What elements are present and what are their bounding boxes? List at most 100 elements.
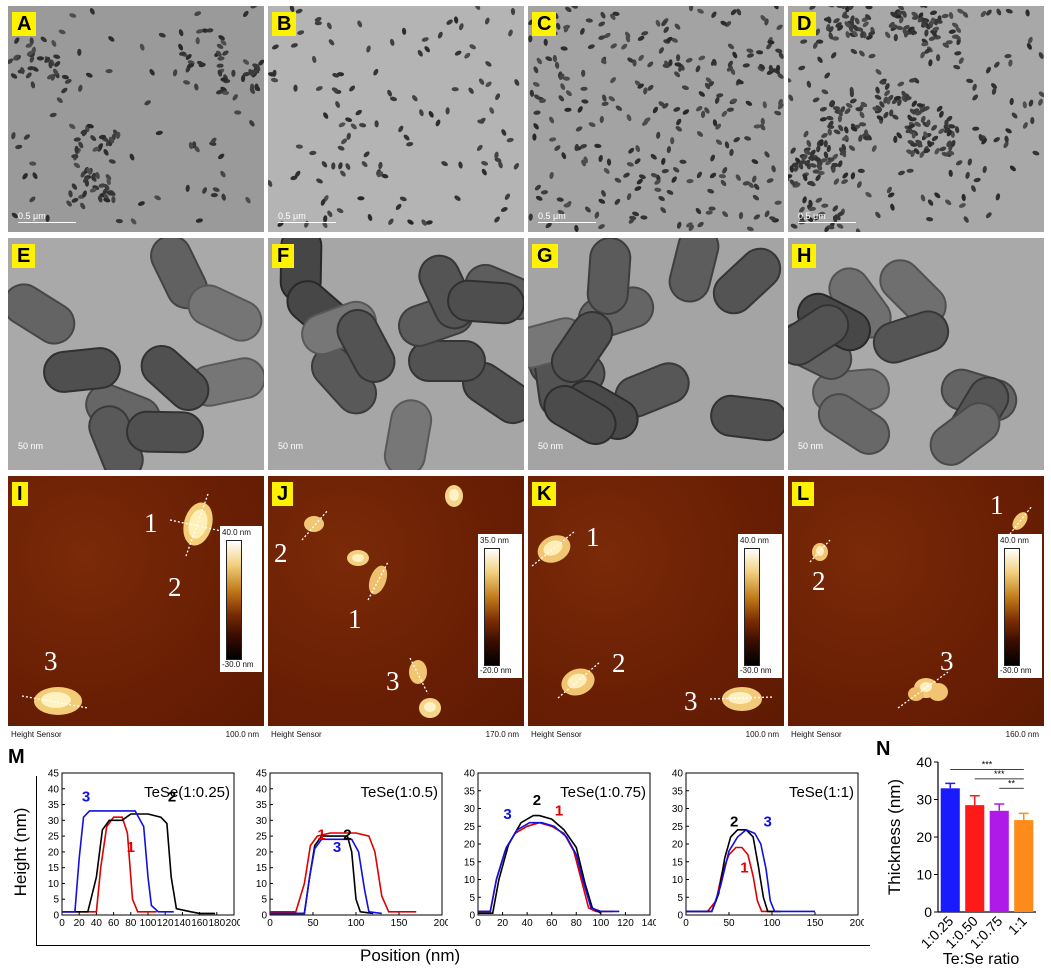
color-gradient <box>744 548 760 666</box>
panel-label-g: G <box>532 244 558 268</box>
tem-panel-g: G 50 nm <box>528 238 784 470</box>
profile-number-3: 3 <box>940 646 954 676</box>
profile-line-1 <box>478 821 614 913</box>
afm-panel-l: L 1 2 3 40.0 nm -30.0 nm Height Sensor 1… <box>788 476 1044 740</box>
panel-label-a: A <box>12 12 37 36</box>
color-gradient <box>226 540 242 660</box>
panel-label-m: M <box>8 746 25 768</box>
y-tick-label: 20 <box>464 840 476 851</box>
profile-line-3 <box>686 828 815 913</box>
height-sensor-label: Height Sensor <box>531 730 582 739</box>
panel-label-b: B <box>272 12 297 36</box>
tem-panel-c: C 0.5 μm <box>528 6 784 232</box>
scan-size-label: 100.0 nm <box>225 730 259 739</box>
chart-title: TeSe(1:0.75) <box>560 784 646 801</box>
profile-line-3 <box>62 810 174 913</box>
scale-text: 50 nm <box>538 441 564 451</box>
x-tick-label: 50 <box>723 918 735 929</box>
y-tick-label: 0 <box>261 911 267 922</box>
panel-label-i: I <box>12 482 28 506</box>
x-tick-label: 120 <box>617 918 634 929</box>
x-tick-label: 100 <box>593 918 610 929</box>
y-tick-label: 30 <box>256 816 268 827</box>
x-tick-label: 120 <box>157 918 174 929</box>
scale-bar <box>798 222 856 223</box>
scale-text: 0.5 μm <box>278 211 306 221</box>
bracket-line <box>36 776 37 946</box>
color-scale: 40.0 nm -30.0 nm <box>738 534 782 678</box>
y-tick-label: 10 <box>48 879 60 890</box>
y-tick-label: 5 <box>53 895 59 906</box>
afm-panel-i: I 1 2 3 40.0 nm -30.0 nm Height Sensor 1… <box>8 476 264 740</box>
y-tick-label: 0 <box>469 911 475 922</box>
profile-number-3: 3 <box>386 666 400 696</box>
afm-panel-k: K 1 2 3 40.0 nm -30.0 nm Height Sensor 1… <box>528 476 784 740</box>
panel-label-l: L <box>792 482 815 506</box>
bar-1:0.75 <box>989 810 1009 913</box>
curve-label-2: 2 <box>343 826 351 843</box>
curve-label-3: 3 <box>82 788 90 805</box>
profile-chart-1-0-25: 0 20 40 60 80 100 120 140 160 180 2000510152025303… <box>48 769 240 930</box>
curve-label-1: 1 <box>127 839 135 856</box>
x-tick-label: 20 <box>497 918 509 929</box>
bar-1:0.50 <box>965 805 985 912</box>
scan-size-label: 160.0 nm <box>1005 730 1039 739</box>
y-tick-label: 20 <box>256 847 268 858</box>
profile-number-2: 2 <box>612 648 626 678</box>
nanorod-closeup <box>788 259 1018 466</box>
curve-label-3: 3 <box>333 839 341 856</box>
y-tick-label: 20 <box>672 840 684 851</box>
profile-line-1 <box>686 846 772 913</box>
y-tick-label: 35 <box>464 786 476 797</box>
chart-title: TeSe(1:1) <box>789 784 854 801</box>
color-scale-max: 40.0 nm <box>740 536 769 545</box>
bar-1:1 <box>1014 820 1034 912</box>
scale-bar <box>538 222 596 223</box>
y-tick-label: 35 <box>48 800 60 811</box>
x-tick-label: 160 <box>191 918 208 929</box>
profile-number-1: 1 <box>990 490 1004 520</box>
profile-number-3: 3 <box>684 686 698 716</box>
scale-text: 0.5 μm <box>18 211 46 221</box>
curve-label-2: 2 <box>168 788 176 805</box>
chart-title: TeSe(1:0.5) <box>360 784 438 801</box>
afm-particles <box>531 531 775 711</box>
color-scale-max: 40.0 nm <box>222 528 251 537</box>
y-tick-label: 0 <box>924 904 932 920</box>
y-tick-label: 0 <box>677 911 683 922</box>
color-scale-min: -20.0 nm <box>480 666 512 675</box>
y-tick-label: 40 <box>256 784 268 795</box>
panel-label-n: N <box>876 738 891 760</box>
y-tick-label: 25 <box>464 822 476 833</box>
curve-label-3: 3 <box>764 813 772 830</box>
afm-particles <box>301 485 463 718</box>
y-tick-label: 30 <box>916 792 932 808</box>
significance-marker: *** <box>994 769 1005 779</box>
panel-label-c: C <box>532 12 557 36</box>
x-tick-label: 80 <box>571 918 583 929</box>
x-tick-label: 100 <box>764 918 781 929</box>
profile-number-1: 1 <box>144 508 158 538</box>
x-axis-label: Position (nm) <box>360 946 461 965</box>
curve-label-1: 1 <box>317 826 325 843</box>
y-tick-label: 15 <box>464 857 476 868</box>
y-tick-label: 40 <box>48 784 60 795</box>
panel-label-d: D <box>792 12 817 36</box>
y-tick-label: 45 <box>48 769 60 780</box>
x-tick-label: 0 <box>59 918 65 929</box>
x-tick-label: 200 <box>850 918 864 929</box>
scale-text: 0.5 μm <box>798 211 826 221</box>
height-sensor-label: Height Sensor <box>271 730 322 739</box>
color-scale-min: -30.0 nm <box>740 666 772 675</box>
x-tick-label: 60 <box>108 918 120 929</box>
curve-label-3: 3 <box>503 806 511 823</box>
scan-size-label: 170.0 nm <box>485 730 519 739</box>
profile-line-1 <box>62 816 157 913</box>
y-tick-label: 30 <box>48 816 60 827</box>
y-tick-label: 40 <box>672 769 684 780</box>
y-tick-label: 15 <box>256 863 268 874</box>
afm-particles <box>21 493 227 715</box>
y-axis-label: Thickness (nm) <box>885 779 904 895</box>
y-tick-label: 25 <box>48 832 60 843</box>
nanoparticle-field <box>528 6 784 232</box>
